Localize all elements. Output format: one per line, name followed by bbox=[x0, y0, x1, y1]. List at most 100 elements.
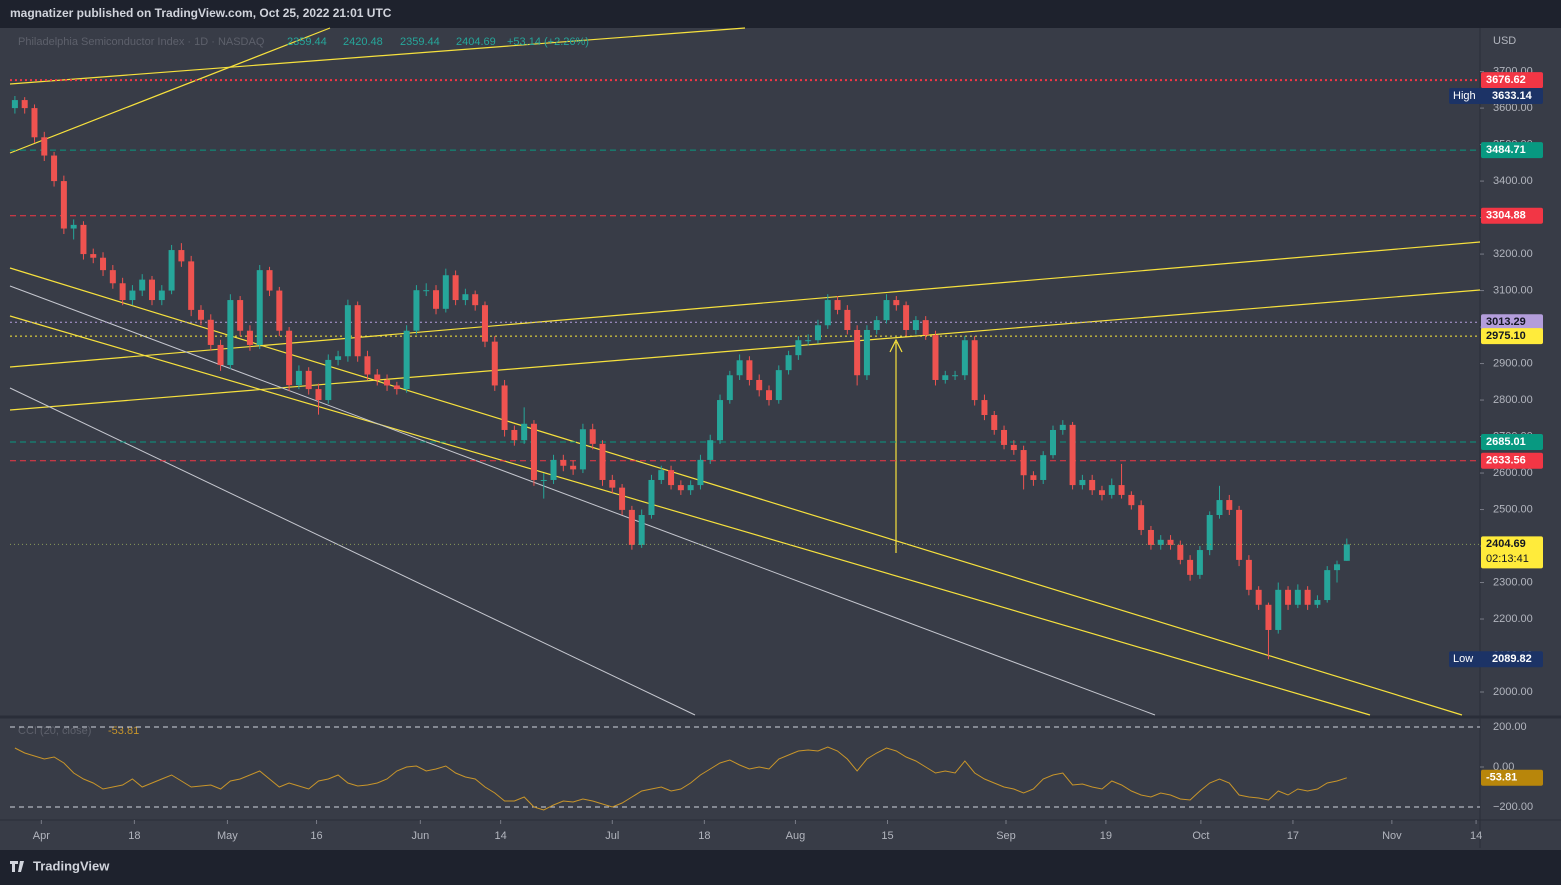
candle-body bbox=[21, 100, 28, 109]
extreme-label: High bbox=[1453, 90, 1476, 102]
candle-body bbox=[1216, 500, 1223, 516]
cci-tick-label: −200.00 bbox=[1493, 801, 1533, 813]
candle-body bbox=[1001, 429, 1008, 445]
cci-value: -53.81 bbox=[108, 725, 139, 737]
candle-body bbox=[227, 300, 234, 366]
candle-body bbox=[1177, 544, 1184, 560]
candle-body bbox=[1265, 604, 1272, 630]
currency: USD bbox=[1493, 35, 1516, 47]
candle-body bbox=[648, 479, 655, 516]
symbol: Philadelphia Semiconductor Index · 1D · … bbox=[18, 36, 265, 48]
candle-body bbox=[1285, 589, 1292, 605]
candle-body bbox=[1050, 429, 1057, 456]
candle-body bbox=[717, 400, 724, 441]
extreme-label: Low bbox=[1453, 653, 1473, 665]
y-tick-label: 3100.00 bbox=[1493, 284, 1533, 296]
candle-body bbox=[364, 356, 371, 375]
candle-body bbox=[129, 290, 136, 301]
candle-body bbox=[462, 294, 469, 301]
candle-body bbox=[942, 375, 949, 380]
y-tick-label: 2200.00 bbox=[1493, 613, 1533, 625]
y-tick-label: 2600.00 bbox=[1493, 467, 1533, 479]
candle-body bbox=[168, 250, 175, 291]
candle-body bbox=[11, 100, 18, 109]
price-tag-bg bbox=[1481, 72, 1543, 89]
candle-body bbox=[873, 320, 880, 330]
candle-body bbox=[188, 261, 195, 310]
candle-body bbox=[952, 375, 959, 377]
candle-body bbox=[384, 379, 391, 386]
extreme-tag-bg bbox=[1449, 88, 1543, 105]
price-tag: 3676.62 bbox=[1486, 74, 1526, 86]
candle-body bbox=[80, 224, 87, 255]
extreme-value: 2089.82 bbox=[1492, 653, 1532, 665]
x-tick-label: Apr bbox=[33, 830, 50, 842]
cci-line bbox=[14, 746, 1347, 811]
candle-body bbox=[472, 294, 479, 306]
candle-body bbox=[912, 320, 919, 330]
candle-body bbox=[863, 329, 870, 376]
candle-body bbox=[481, 305, 488, 342]
candle-body bbox=[824, 300, 831, 326]
candle-body bbox=[619, 487, 626, 510]
candle-body bbox=[1079, 479, 1086, 486]
candle-body bbox=[687, 485, 694, 491]
y-tick-label: 3600.00 bbox=[1493, 102, 1533, 114]
candle-body bbox=[90, 254, 97, 258]
candle-body bbox=[70, 224, 77, 229]
candle-body bbox=[1324, 570, 1331, 601]
chart-area bbox=[0, 28, 1561, 850]
candle-body bbox=[393, 385, 400, 390]
candle-body bbox=[60, 181, 67, 229]
candle-body bbox=[707, 440, 714, 460]
candle-body bbox=[756, 379, 763, 391]
candle-body bbox=[1040, 455, 1047, 480]
candle-body bbox=[1206, 515, 1213, 551]
x-tick-label: 18 bbox=[698, 830, 710, 842]
candle-body bbox=[971, 340, 978, 401]
price-tag-bg bbox=[1481, 314, 1543, 331]
candle-body bbox=[628, 509, 635, 545]
extreme-tag-bg bbox=[1449, 651, 1543, 668]
y-tick-label: 3400.00 bbox=[1493, 175, 1533, 187]
candle-body bbox=[403, 330, 410, 390]
candle-body bbox=[452, 275, 459, 301]
candle-body bbox=[1108, 485, 1115, 495]
candle-body bbox=[442, 275, 449, 309]
candle-body bbox=[511, 429, 518, 441]
x-tick-label: 14 bbox=[1470, 830, 1482, 842]
candle-body bbox=[1059, 424, 1066, 430]
candle-body bbox=[256, 270, 263, 345]
candle-body bbox=[197, 309, 204, 320]
candle-body bbox=[1030, 475, 1037, 480]
trend-line bbox=[9, 27, 746, 85]
legend-low: 2359.44 bbox=[400, 36, 440, 48]
candle-body bbox=[1187, 559, 1194, 575]
candle-body bbox=[609, 479, 616, 488]
candle-body bbox=[1098, 490, 1105, 495]
candle-body bbox=[315, 389, 322, 401]
candle-body bbox=[109, 270, 116, 284]
x-tick-label: Jun bbox=[411, 830, 429, 842]
candle-body bbox=[521, 423, 528, 441]
candle-body bbox=[1255, 589, 1262, 605]
candle-body bbox=[697, 459, 704, 486]
candle-body bbox=[1236, 509, 1243, 560]
cci-tick-label: 200.00 bbox=[1493, 721, 1527, 733]
candle-body bbox=[51, 155, 58, 182]
legend-high: 2420.48 bbox=[343, 36, 383, 48]
y-tick-label: 2800.00 bbox=[1493, 394, 1533, 406]
candle-body bbox=[31, 108, 38, 138]
candle-body bbox=[746, 360, 753, 380]
y-tick-label: 2300.00 bbox=[1493, 576, 1533, 588]
candle-body bbox=[344, 305, 351, 357]
candle-body bbox=[981, 400, 988, 416]
legend: 2359.44 2420.48 2359.44 2404.69 +53.14 (… bbox=[287, 36, 589, 48]
y-tick-label: 2000.00 bbox=[1493, 686, 1533, 698]
candle-body bbox=[1275, 589, 1282, 630]
candle-body bbox=[1196, 550, 1203, 575]
candle-body bbox=[325, 359, 332, 401]
x-tick-label: Aug bbox=[786, 830, 806, 842]
candle-body bbox=[854, 329, 861, 376]
y-tick-label: 2500.00 bbox=[1493, 503, 1533, 515]
